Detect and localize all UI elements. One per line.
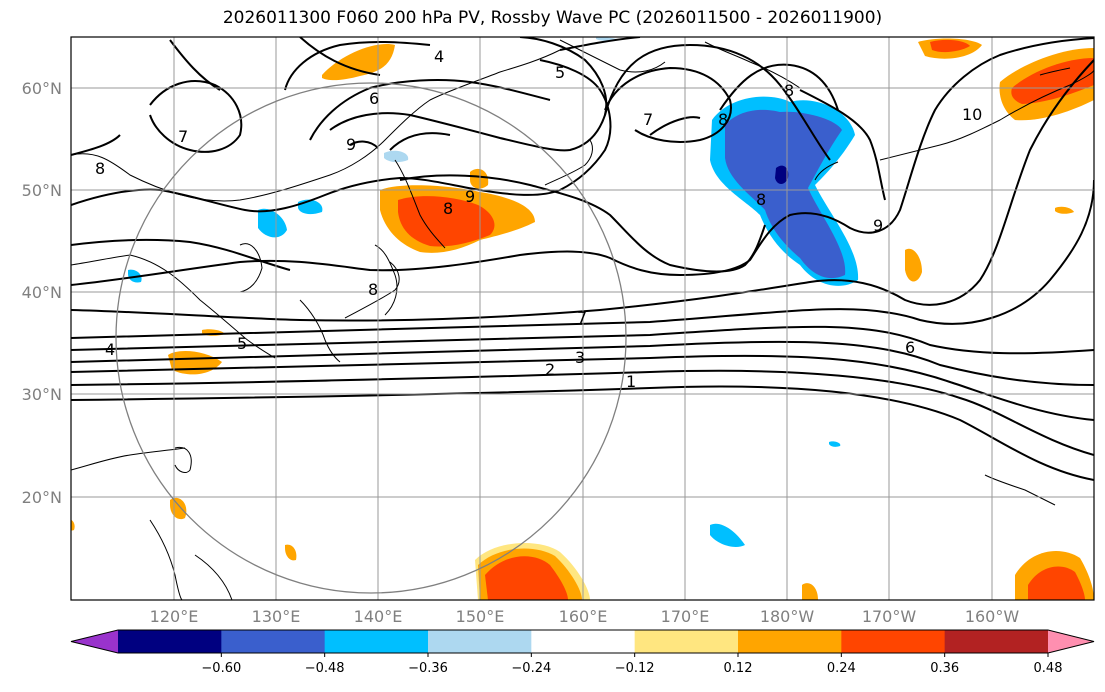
contour-label: 5 xyxy=(555,63,565,82)
colorbar-segment xyxy=(841,630,946,653)
colorbar-tick-label: 0.12 xyxy=(724,661,753,676)
lon-label: 170°E xyxy=(661,607,710,626)
latitude-labels: 60°N 50°N 40°N 30°N 20°N xyxy=(22,79,62,507)
colorbar-segment xyxy=(428,630,532,653)
contour-label: 7 xyxy=(577,308,587,327)
pv-contours xyxy=(71,37,1094,481)
colorbar: −0.60 −0.48 −0.36 −0.24 −0.12 0.12 0.24 0.36 0.4… xyxy=(70,629,1095,676)
contour-label: 5 xyxy=(237,334,247,353)
contour-label: 8 xyxy=(756,190,766,209)
lat-label: 20°N xyxy=(22,488,62,507)
graticule xyxy=(71,37,1094,600)
colorbar-outline xyxy=(70,629,1095,654)
contour-label: 1 xyxy=(626,372,636,391)
lon-label: 130°E xyxy=(252,607,301,626)
lon-label: 120°E xyxy=(150,607,199,626)
colorbar-segment xyxy=(738,630,842,653)
lon-label: 170°W xyxy=(862,607,917,626)
lat-label: 50°N xyxy=(22,181,62,200)
colorbar-tick-label: −0.36 xyxy=(408,661,448,676)
contour-label: 10 xyxy=(962,105,982,124)
lon-label: 160°W xyxy=(965,607,1020,626)
colorbar-tick-label: −0.48 xyxy=(305,661,345,676)
lon-label: 180°W xyxy=(760,607,815,626)
contour-label: 7 xyxy=(178,127,188,146)
contour-label: 4 xyxy=(105,340,115,359)
contour-label: 2 xyxy=(545,360,555,379)
lon-label: 160°E xyxy=(559,607,608,626)
contour-label: 9 xyxy=(346,135,356,154)
contour-label: 6 xyxy=(369,89,379,108)
colorbar-segment xyxy=(531,630,636,653)
colorbar-segment xyxy=(118,630,222,653)
contour-label: 8 xyxy=(95,159,105,178)
lat-label: 30°N xyxy=(22,385,62,404)
lon-label: 140°E xyxy=(354,607,403,626)
negative-anomaly-shading xyxy=(128,96,859,547)
contour-label: 8 xyxy=(368,280,378,299)
colorbar-tick-label: −0.12 xyxy=(615,661,655,676)
longitude-labels: 120°E 130°E 140°E 150°E 160°E 170°E 180°… xyxy=(150,607,1020,626)
colorbar-tick-label: −0.24 xyxy=(511,661,551,676)
colorbar-extend-low xyxy=(71,630,118,653)
radius-circle xyxy=(115,82,627,594)
coastlines xyxy=(71,39,1094,600)
contour-label: 7 xyxy=(643,110,653,129)
lon-label: 150°E xyxy=(456,607,505,626)
colorbar-tick-label: 0.48 xyxy=(1034,661,1063,676)
colorbar-segment xyxy=(221,630,326,653)
lat-label: 60°N xyxy=(22,79,62,98)
colorbar-segment xyxy=(634,630,739,653)
contour-label: 9 xyxy=(873,216,883,235)
map-title: 2026011300 F060 200 hPa PV, Rossby Wave … xyxy=(222,8,883,28)
contour-label: 4 xyxy=(434,47,444,66)
contour-label: 8 xyxy=(443,199,453,218)
contour-labels: 4 5 6 7 8 9 10 1 2 3 8 9 7 6 8 9 8 7 5 4… xyxy=(95,47,982,391)
colorbar-tick-label: −0.60 xyxy=(201,661,241,676)
colorbar-segment xyxy=(944,630,1049,653)
colorbar-segment xyxy=(324,630,429,653)
map-frame xyxy=(70,36,1095,601)
positive-anomaly-shading xyxy=(71,37,1094,600)
colorbar-tick-label: 0.36 xyxy=(930,661,959,676)
contour-label: 8 xyxy=(718,110,728,129)
colorbar-extend-high xyxy=(1048,630,1094,653)
contour-label: 3 xyxy=(575,348,585,367)
contour-label: 8 xyxy=(784,81,794,100)
contour-label: 9 xyxy=(465,187,475,206)
contour-label: 6 xyxy=(905,338,915,357)
lat-label: 40°N xyxy=(22,283,62,302)
colorbar-tick-label: 0.24 xyxy=(827,661,856,676)
